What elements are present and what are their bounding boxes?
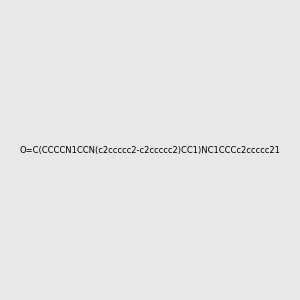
Text: O=C(CCCCN1CCN(c2ccccc2-c2ccccc2)CC1)NC1CCCc2ccccc21: O=C(CCCCN1CCN(c2ccccc2-c2ccccc2)CC1)NC1C… bbox=[20, 146, 281, 154]
